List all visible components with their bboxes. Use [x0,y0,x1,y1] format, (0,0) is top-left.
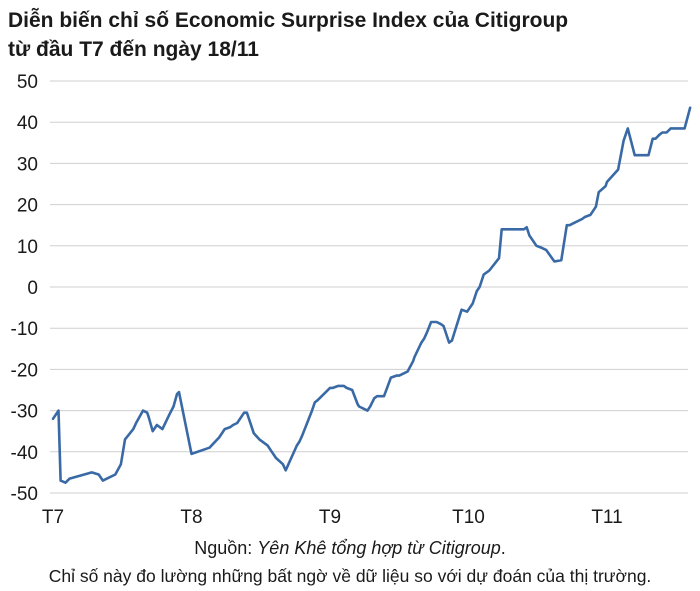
y-tick-label: 0 [27,278,38,299]
y-tick-label: -20 [11,360,38,381]
series-group [51,106,692,485]
y-tick-label: -50 [11,484,38,505]
y-tick-label: 50 [17,72,38,93]
chart-title-line-2: từ đầu T7 đến ngày 18/11 [8,38,259,61]
line-chart: 50 40 30 20 10 0 -10 -20 -30 -40 -50 T7 T8 T9 T10 T11 [11,72,692,528]
chart-title: Diễn biến chỉ số Economic Surprise Index… [8,6,688,64]
x-tick-label: T10 [452,507,485,528]
x-tick-label: T7 [42,507,64,528]
chart-title-line-1: Diễn biến chỉ số Economic Surprise Index… [8,9,569,32]
y-tick-label: 20 [17,196,38,217]
x-tick-label: T8 [180,507,202,528]
source-caption: Nguồn: Yên Khê tổng hợp từ Citigroup. [0,537,700,559]
y-tick-label: -10 [11,319,38,340]
x-axis-ticks: T7 T8 T9 T10 T11 [42,507,623,528]
source-label: Nguồn: [194,538,253,558]
y-axis-ticks: 50 40 30 20 10 0 -10 -20 -30 -40 -50 [11,72,38,505]
y-tick-label: -30 [11,402,38,423]
y-tick-label: 30 [17,154,38,175]
source-text: Yên Khê tổng hợp từ Citigroup [257,538,501,558]
y-tick-label: 40 [17,113,38,134]
footnote: Chỉ số này đo lường những bất ngờ về dữ … [48,566,652,586]
x-tick-label: T11 [591,507,622,528]
series-line-esi [51,106,692,485]
x-tick-label: T9 [319,507,341,528]
source-end: . [500,538,506,558]
y-tick-label: -40 [11,443,38,464]
gridlines [50,80,688,494]
y-tick-label: 10 [17,237,38,258]
